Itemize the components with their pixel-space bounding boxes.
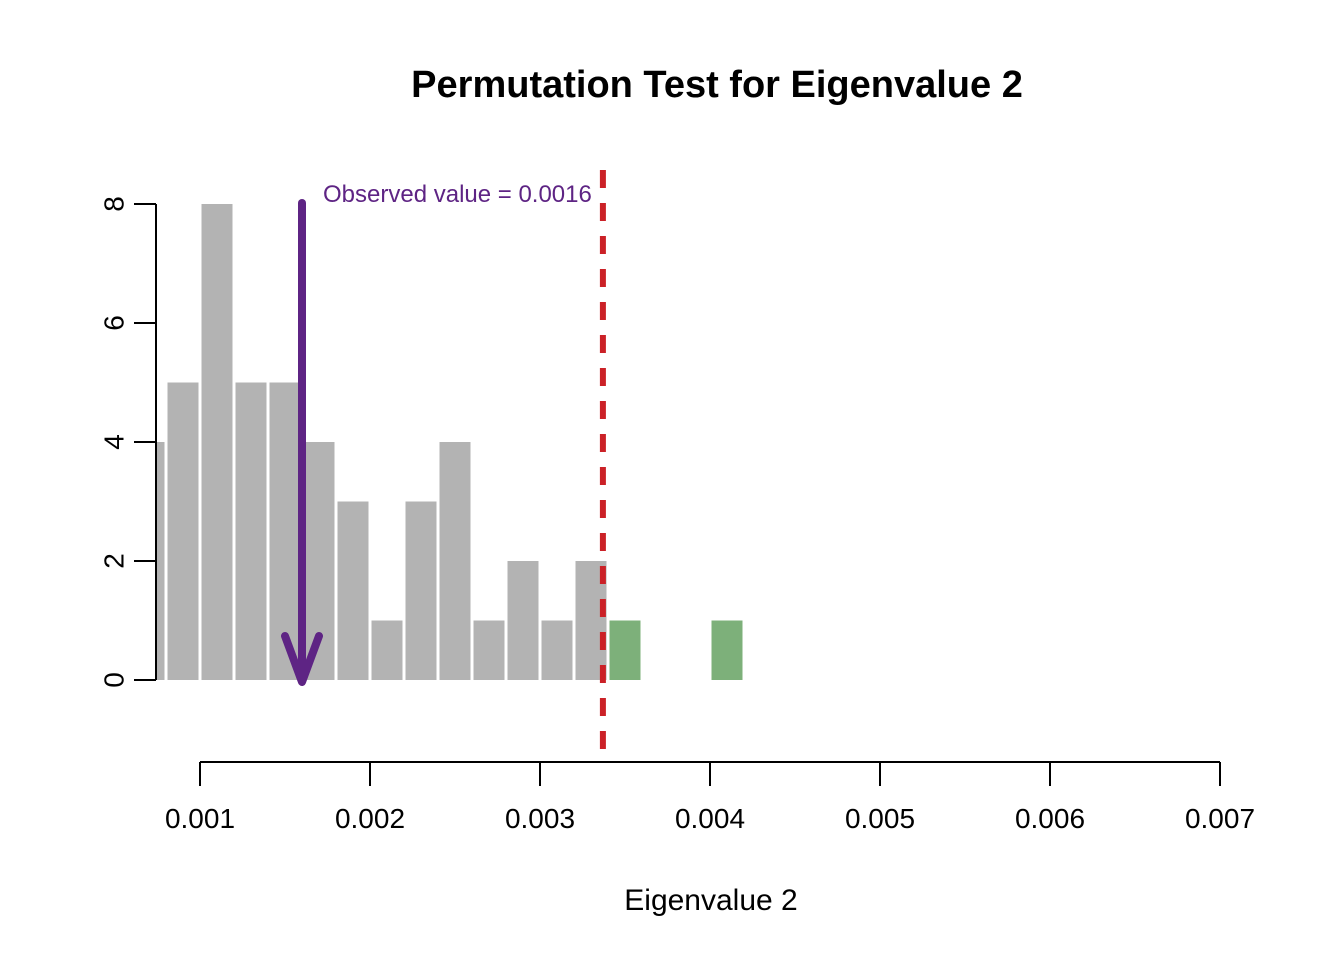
x-tick-label: 0.005	[845, 803, 915, 834]
histogram-bars	[157, 204, 743, 680]
x-tick-label: 0.002	[335, 803, 405, 834]
y-tick-label: 4	[98, 434, 129, 450]
histogram-bar	[541, 620, 573, 680]
chart-title: Permutation Test for Eigenvalue 2	[411, 64, 1023, 106]
histogram-bar-exceeding	[609, 620, 641, 680]
y-tick-label: 0	[98, 672, 129, 688]
x-axis-label: Eigenvalue 2	[624, 884, 798, 917]
y-tick-label: 8	[98, 196, 129, 212]
observed-value-annotation: Observed value = 0.0016	[323, 181, 592, 208]
histogram-bar	[439, 442, 471, 680]
y-tick-label: 2	[98, 553, 129, 569]
observed-value-arrowhead	[281, 632, 323, 686]
x-tick-label: 0.006	[1015, 803, 1085, 834]
y-tick-label: 6	[98, 315, 129, 331]
histogram-bar	[269, 382, 301, 680]
x-tick-label: 0.003	[505, 803, 575, 834]
histogram-bar	[507, 561, 539, 680]
histogram-bar	[405, 501, 437, 680]
histogram-bar	[167, 382, 199, 680]
histogram-bar	[201, 204, 233, 680]
x-tick-label: 0.001	[165, 803, 235, 834]
histogram-bar	[337, 501, 369, 680]
histogram-bar	[157, 442, 165, 680]
histogram-bar	[473, 620, 505, 680]
histogram-bar	[235, 382, 267, 680]
histogram-bar-exceeding	[711, 620, 743, 680]
x-tick-label: 0.004	[675, 803, 745, 834]
histogram-bar	[371, 620, 403, 680]
x-tick-label: 0.007	[1185, 803, 1255, 834]
